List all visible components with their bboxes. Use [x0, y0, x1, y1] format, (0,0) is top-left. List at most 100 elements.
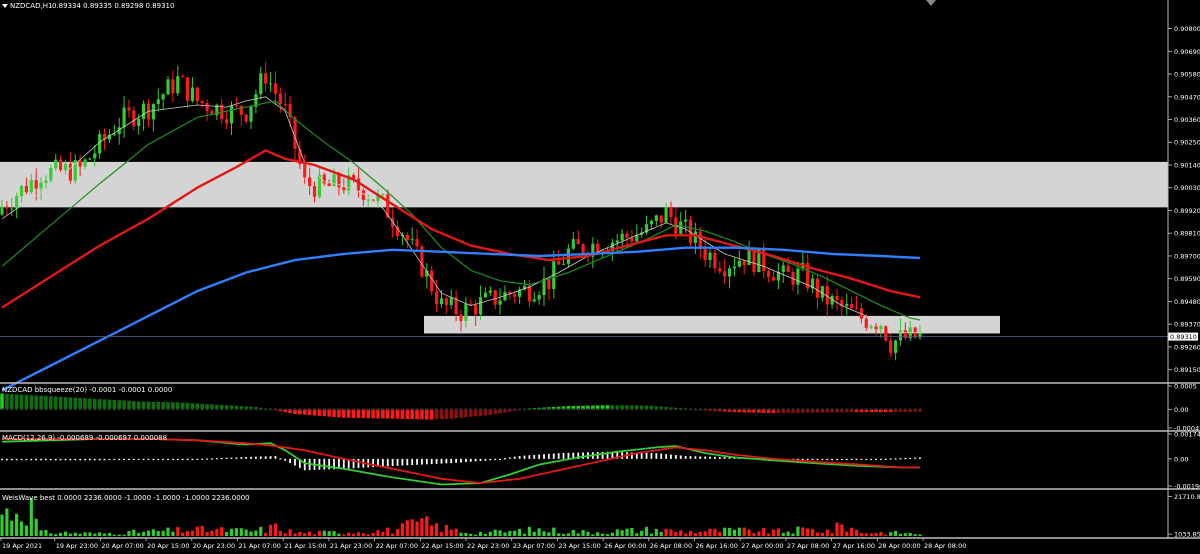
weiswave-bar [195, 526, 199, 536]
bbsqueeze-bar [884, 409, 888, 413]
candle-body [864, 318, 868, 328]
macd-histogram-bar [880, 458, 882, 461]
time-tick-label: 27 Apr 16:00 [833, 542, 875, 550]
weiswave-bar [835, 522, 839, 536]
weiswave-bar [391, 533, 395, 536]
candle-body [493, 290, 497, 305]
weiswave-bar [830, 533, 834, 536]
weiswave-bar [596, 532, 600, 536]
bbsqueeze-bar [781, 409, 786, 413]
chart-title: NZDCAD,H1 0.89334 0.89335 0.89298 0.8931… [2, 0, 936, 10]
candle-body [332, 174, 336, 187]
weiswave-bar [185, 531, 190, 536]
macd-histogram-bar [552, 453, 555, 459]
weiswave-bar [718, 532, 722, 536]
weiswave-bar [205, 532, 209, 536]
moving-average-ma_fast [1, 96, 920, 333]
candle-body [581, 244, 585, 254]
weiswave-bar [771, 529, 776, 536]
macd-histogram-bar [479, 458, 482, 461]
time-tick-label: 22 Apr 23:00 [467, 542, 509, 550]
candle-body [356, 178, 361, 191]
weiswave-bar [601, 533, 605, 536]
macd-histogram-bar [323, 458, 326, 470]
candle-body [249, 106, 253, 122]
dropdown-arrow-icon[interactable] [2, 4, 8, 8]
squeeze-dot [416, 408, 419, 411]
bbsqueeze-bar [58, 396, 63, 410]
candle-body [229, 105, 234, 124]
candle-body [361, 190, 365, 201]
squeeze-dot [606, 408, 609, 411]
macd-histogram-bar [396, 458, 399, 466]
weiswave-bar [571, 530, 575, 536]
price-tick-label: 0.89590 [1174, 275, 1200, 283]
weiswave-bar [889, 532, 893, 536]
weiswave-bar [879, 531, 883, 536]
squeeze-dot [860, 408, 863, 411]
weiswave-bar [547, 532, 551, 536]
bbsqueeze-bar [556, 406, 561, 410]
weiswave-bar [664, 528, 668, 536]
macd-histogram-bar [909, 457, 912, 459]
bbsqueeze-bar [581, 405, 585, 410]
bbsqueeze-bar [610, 405, 615, 410]
macd-histogram-bar [377, 458, 379, 467]
macd-histogram-bar [93, 458, 96, 461]
candle-body [312, 186, 317, 197]
weiswave-bar [566, 533, 571, 536]
candle-body [181, 76, 185, 78]
time-tick-label: 28 Apr 08:00 [924, 542, 966, 550]
macd-histogram-bar [523, 455, 526, 459]
macd-histogram-bar [196, 458, 199, 461]
macd-histogram-bar [250, 456, 252, 459]
bbsqueeze-bar [561, 406, 566, 410]
weiswave-bar [503, 532, 507, 536]
weiswave-bar [117, 534, 121, 536]
squeeze-dot [845, 408, 848, 411]
candle-body [513, 294, 517, 297]
price-tick-label: 0.89150 [1174, 366, 1200, 374]
weiswave-bar [708, 528, 712, 536]
weiswave-bar [225, 532, 229, 536]
weiswave-bar [610, 532, 614, 536]
bbsqueeze-bar [639, 405, 644, 410]
weiswave-bar [840, 524, 844, 536]
time-tick-label: 28 Apr 00:00 [878, 542, 920, 550]
macd-histogram-bar [298, 458, 301, 468]
macd-histogram-bar [728, 457, 731, 459]
squeeze-dot [157, 408, 160, 411]
macd-histogram-bar [279, 458, 282, 460]
time-tick-label: 19 Apr 2021 [2, 542, 42, 550]
macd-histogram-bar [889, 458, 892, 460]
macd-histogram-bar [562, 453, 565, 459]
candle-body [620, 233, 624, 241]
candle-body [903, 330, 907, 339]
time-tick-label: 20 Apr 23:00 [193, 542, 235, 550]
price-tick-label: 0.89920 [1174, 207, 1200, 215]
macd-histogram-bar [406, 458, 409, 466]
macd-histogram-bar [543, 454, 545, 459]
weiswave-bar [854, 529, 859, 536]
weiswave-bar [767, 533, 771, 536]
squeeze-dot [279, 408, 282, 411]
macd-histogram-bar [494, 458, 497, 461]
weiswave-bar [171, 531, 175, 536]
price-tick-label: 0.90360 [1174, 116, 1200, 124]
candle-body [781, 265, 785, 272]
squeeze-dot [93, 408, 96, 411]
time-tick-label: 26 Apr 08:00 [650, 542, 692, 550]
weiswave-bar [249, 531, 253, 536]
squeeze-dot [543, 408, 546, 411]
macd-histogram-bar [919, 457, 921, 459]
bbsqueeze-bar [722, 409, 727, 412]
squeeze-dot [914, 408, 917, 411]
bbsqueeze-bar [117, 400, 121, 410]
bbsqueeze-bar [9, 394, 14, 410]
squeeze-dot [762, 408, 765, 411]
candle-body [171, 79, 175, 94]
weiswave-bar [815, 532, 820, 536]
candle-body [478, 297, 483, 315]
weiswave-bar [845, 531, 849, 536]
